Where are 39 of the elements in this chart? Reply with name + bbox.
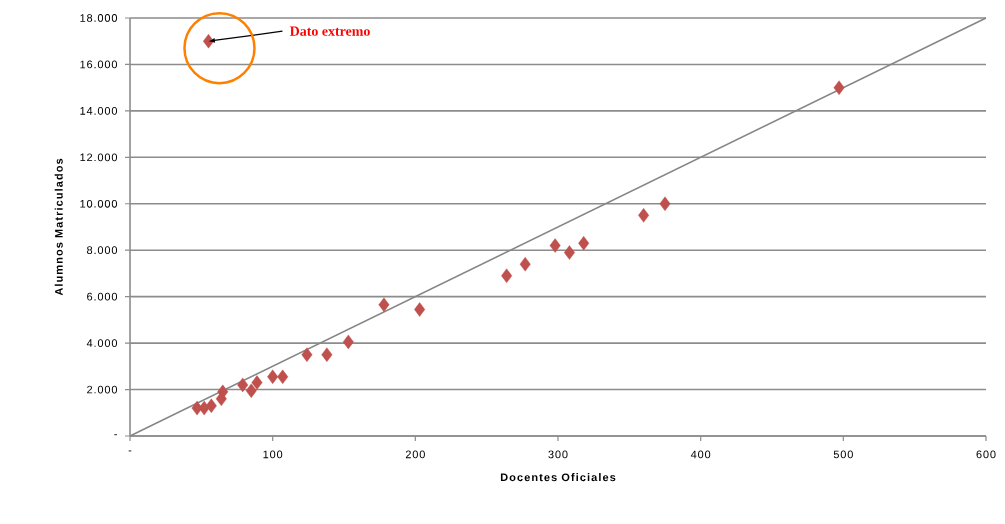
point [191,400,203,416]
point [501,268,513,283]
point [578,236,590,251]
point [519,256,531,272]
point [549,238,561,253]
point [237,377,249,393]
point [659,196,671,211]
x-tick-label: 500 [833,450,853,459]
y-tick-label: 16.000 [80,60,118,69]
point [245,383,257,398]
x-tick-label: - [128,450,132,452]
x-tick-label: 600 [976,450,996,459]
point [321,347,333,362]
point [378,297,390,312]
x-tick-label: 200 [405,450,425,459]
point [414,302,426,317]
point [277,369,289,384]
point [301,347,313,362]
y-tick-label: 2.000 [87,385,118,394]
y-tick-label: 6.000 [87,292,118,301]
point [267,369,279,384]
y-tick-label: 18.000 [80,14,118,22]
point [563,245,575,260]
y-tick-label: 4.000 [86,339,118,347]
annotation: Dato extremo [289,26,370,36]
point [833,80,845,95]
x-tick-label: 300 [548,450,568,459]
y-tick-label: 8.000 [87,246,118,255]
y-tick-label: 10.000 [80,199,118,208]
x-axis-title: Docentes Oficiales [500,473,616,482]
y-tick-label: 14.000 [80,107,118,115]
y-tick-label: - [114,434,117,436]
y-tick-label: 12.000 [80,153,118,162]
y-axis-title: Alumnos Matriculados [54,158,63,296]
point [342,334,354,350]
point [638,208,650,223]
x-tick-label: 100 [263,450,283,459]
point [251,375,263,390]
x-tick-label: 400 [690,450,711,459]
